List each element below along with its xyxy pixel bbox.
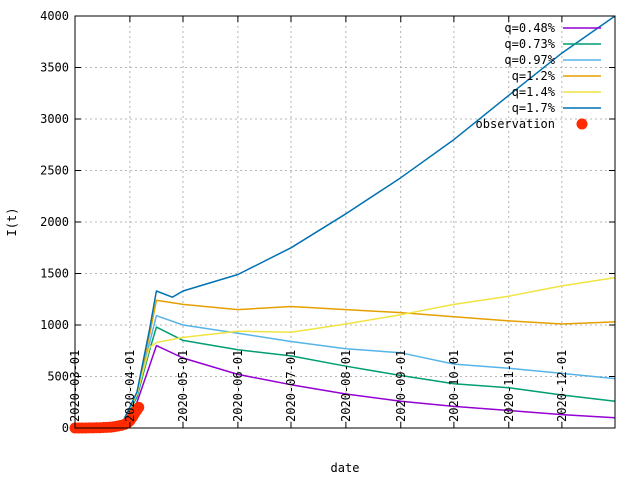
legend-label: q=0.73% [504, 37, 555, 51]
observation-point [133, 401, 145, 413]
series-line [74, 15, 616, 429]
x-tick-label: 2020-09-01 [394, 350, 408, 422]
x-tick-label: 2020-04-01 [123, 350, 137, 422]
legend-label: q=0.48% [504, 21, 555, 35]
y-tick-label: 4000 [40, 9, 69, 23]
legend-label: q=1.2% [512, 69, 556, 83]
legend-label: observation [476, 117, 555, 131]
y-tick-label: 1000 [40, 318, 69, 332]
legend: q=0.48% q=0.73% q=0.97% q=1.2% q=1.4% q=1.7% o… [476, 21, 601, 131]
x-tick-label: 2020-10-01 [447, 350, 461, 422]
y-tick-label: 3000 [40, 112, 69, 126]
y-tick-label: 1500 [40, 267, 69, 281]
x-tick-label: 2020-11-01 [502, 350, 516, 422]
x-axis-ticks: 2020-03-01 2020-04-01 2020-05-01 2020-06-01… [68, 16, 569, 428]
y-tick-label: 0 [62, 421, 69, 435]
legend-label: q=1.4% [512, 85, 556, 99]
y-tick-label: 2000 [40, 215, 69, 229]
legend-label: q=1.7% [512, 101, 556, 115]
x-tick-label: 2020-07-01 [284, 350, 298, 422]
x-tick-label: 2020-06-01 [231, 350, 245, 422]
x-tick-label: 2020-03-01 [68, 350, 82, 422]
x-tick-label: 2020-12-01 [555, 350, 569, 422]
legend-label: q=0.97% [504, 53, 555, 67]
y-axis-ticks: 0 500 1000 1500 2000 2500 3000 3500 4000 [40, 9, 615, 435]
x-tick-label: 2020-08-01 [339, 350, 353, 422]
y-tick-label: 2500 [40, 164, 69, 178]
grid-lines [75, 16, 615, 428]
y-tick-label: 3500 [40, 61, 69, 75]
y-tick-label: 500 [47, 370, 69, 384]
legend-swatch [576, 118, 588, 130]
x-tick-label: 2020-05-01 [176, 350, 190, 422]
x-axis-label: date [331, 461, 360, 475]
y-axis-label: I(t) [5, 208, 19, 237]
